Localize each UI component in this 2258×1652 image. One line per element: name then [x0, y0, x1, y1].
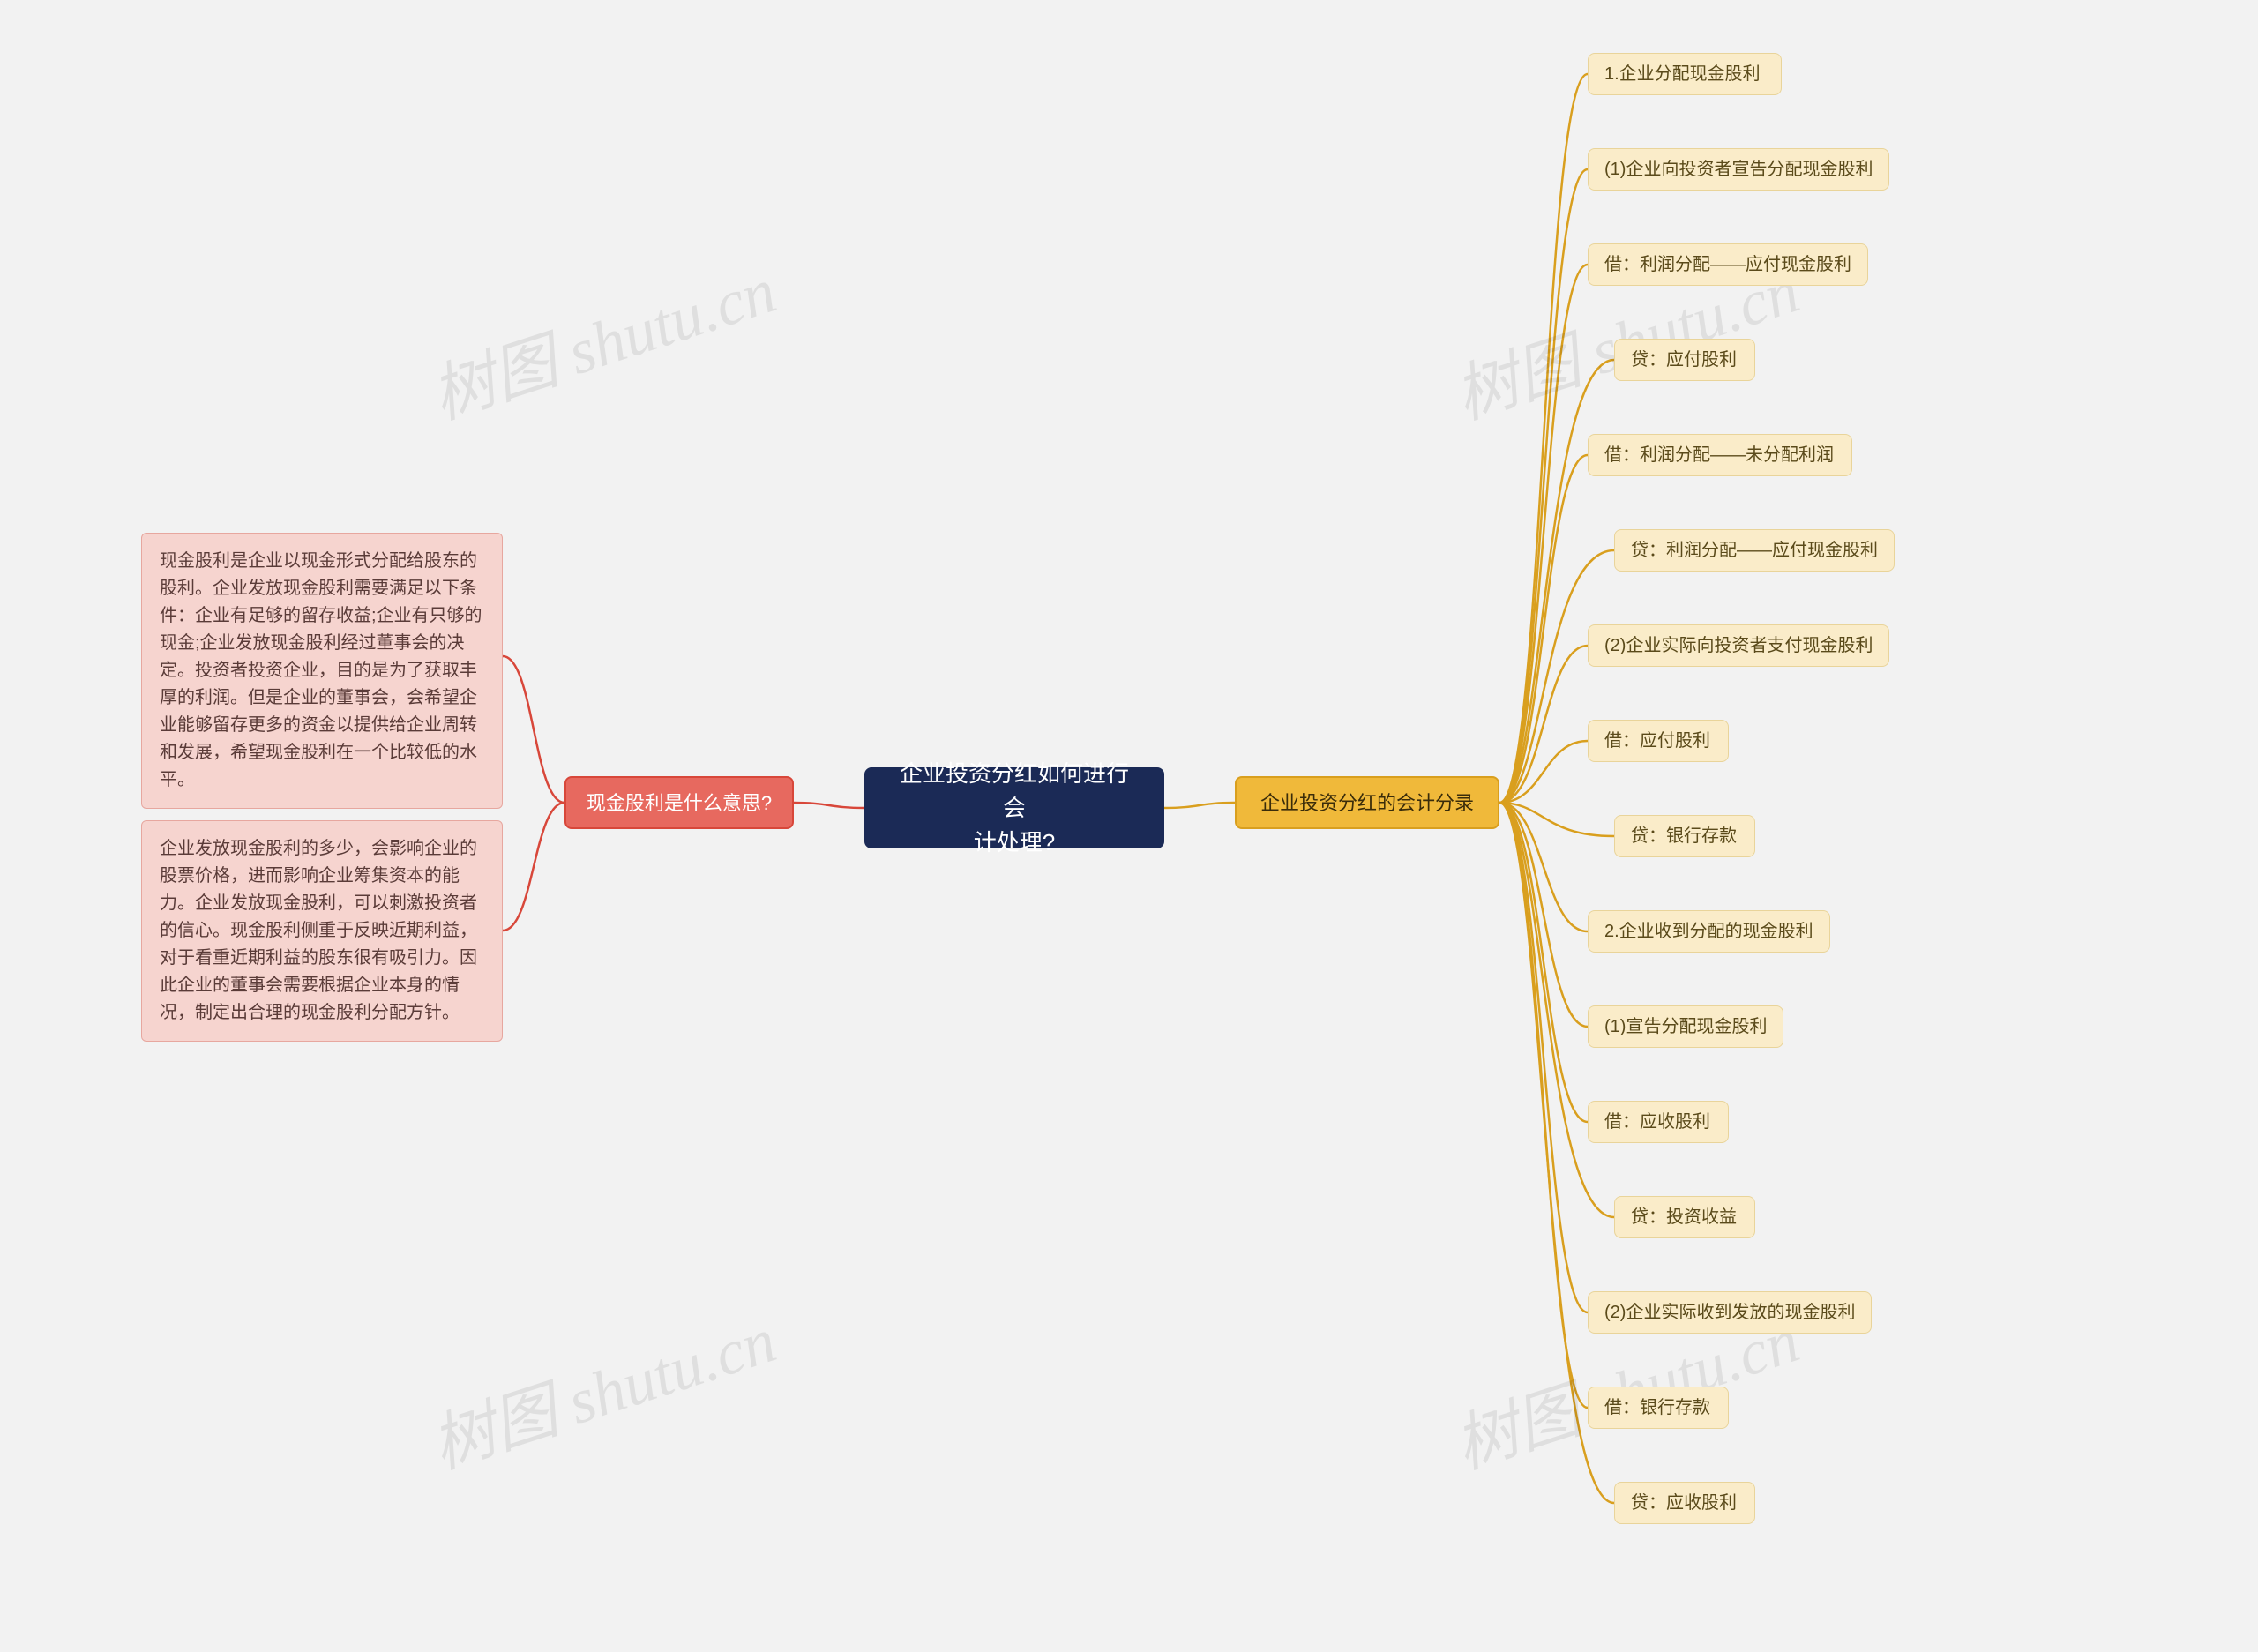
right-leaf: 2.企业收到分配的现金股利: [1588, 910, 1830, 953]
right-leaf: 1.企业分配现金股利: [1588, 53, 1782, 95]
left-leaf: 现金股利是企业以现金形式分配给股东的股利。企业发放现金股利需要满足以下条件：企业…: [141, 533, 503, 809]
left-branch: 现金股利是什么意思?: [564, 776, 794, 829]
right-leaf: (1)企业向投资者宣告分配现金股利: [1588, 148, 1889, 191]
right-leaf: 贷：应付股利: [1614, 339, 1755, 381]
right-leaf: 借：银行存款: [1588, 1387, 1729, 1429]
right-leaf: 借：应付股利: [1588, 720, 1729, 762]
right-leaf: 借：应收股利: [1588, 1101, 1729, 1143]
left-leaf: 企业发放现金股利的多少，会影响企业的股票价格，进而影响企业筹集资本的能力。企业发…: [141, 820, 503, 1042]
right-leaf: 借：利润分配——未分配利润: [1588, 434, 1852, 476]
right-leaf: 贷：应收股利: [1614, 1482, 1755, 1524]
right-branch: 企业投资分红的会计分录: [1235, 776, 1499, 829]
right-leaf: 贷：投资收益: [1614, 1196, 1755, 1238]
watermark: 树图 shutu.cn: [418, 238, 786, 437]
right-leaf: 贷：银行存款: [1614, 815, 1755, 857]
right-leaf: (2)企业实际向投资者支付现金股利: [1588, 624, 1889, 667]
right-leaf: (2)企业实际收到发放的现金股利: [1588, 1291, 1872, 1334]
right-leaf: 借：利润分配——应付现金股利: [1588, 243, 1868, 286]
watermark: 树图 shutu.cn: [418, 1288, 786, 1486]
root-node: 企业投资分红如何进行会 计处理?: [864, 767, 1164, 848]
right-leaf: 贷：利润分配——应付现金股利: [1614, 529, 1895, 572]
right-leaf: (1)宣告分配现金股利: [1588, 1005, 1783, 1048]
